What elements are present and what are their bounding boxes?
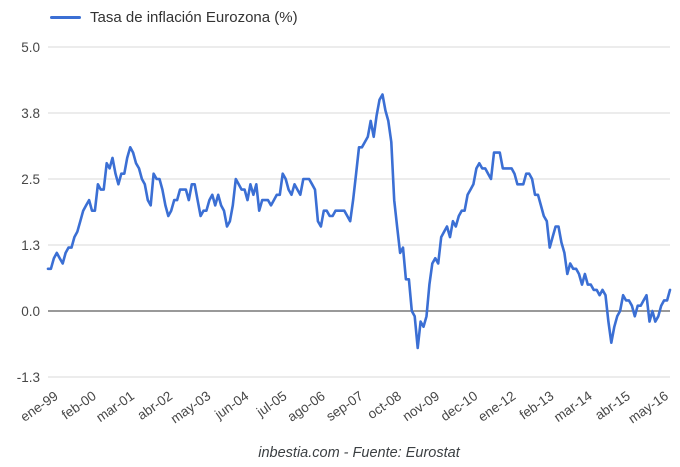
x-tick-label: oct-08 bbox=[365, 388, 404, 422]
x-tick-label: sep-07 bbox=[323, 388, 365, 424]
inflation-line bbox=[46, 93, 672, 350]
y-tick-label: 3.8 bbox=[21, 106, 40, 121]
x-tick-label: feb-13 bbox=[517, 388, 557, 422]
x-tick-label: abr-02 bbox=[135, 388, 176, 423]
source-footer: inbestia.com - Fuente: Eurostat bbox=[258, 445, 460, 461]
x-tick-label: jun-04 bbox=[211, 388, 252, 423]
x-tick-label: nov-09 bbox=[400, 388, 442, 424]
x-tick-label: may-16 bbox=[626, 388, 671, 426]
x-tick-label: feb-00 bbox=[59, 388, 99, 422]
y-axis: 5.0 3.8 2.5 1.3 0.0 -1.3 bbox=[17, 40, 670, 385]
y-tick-label: 2.5 bbox=[21, 172, 40, 187]
x-tick-label: ene-99 bbox=[18, 388, 61, 424]
y-tick-label: -1.3 bbox=[17, 370, 40, 385]
x-tick-label: mar-01 bbox=[93, 388, 137, 425]
x-tick-label: ene-12 bbox=[475, 388, 518, 424]
x-tick-label: jul-05 bbox=[253, 388, 289, 420]
legend: Tasa de inflación Eurozona (%) bbox=[50, 9, 298, 26]
y-tick-label: 1.3 bbox=[21, 238, 40, 253]
y-tick-label: 0.0 bbox=[21, 304, 40, 319]
y-tick-label: 5.0 bbox=[21, 40, 40, 55]
x-tick-label: mar-14 bbox=[551, 388, 595, 425]
x-tick-label: abr-15 bbox=[592, 388, 633, 423]
legend-label: Tasa de inflación Eurozona (%) bbox=[90, 9, 298, 26]
legend-line-swatch bbox=[50, 16, 81, 19]
x-tick-label: dec-10 bbox=[438, 388, 480, 424]
x-tick-label: may-03 bbox=[168, 388, 213, 426]
x-tick-label: ago-06 bbox=[285, 388, 328, 424]
